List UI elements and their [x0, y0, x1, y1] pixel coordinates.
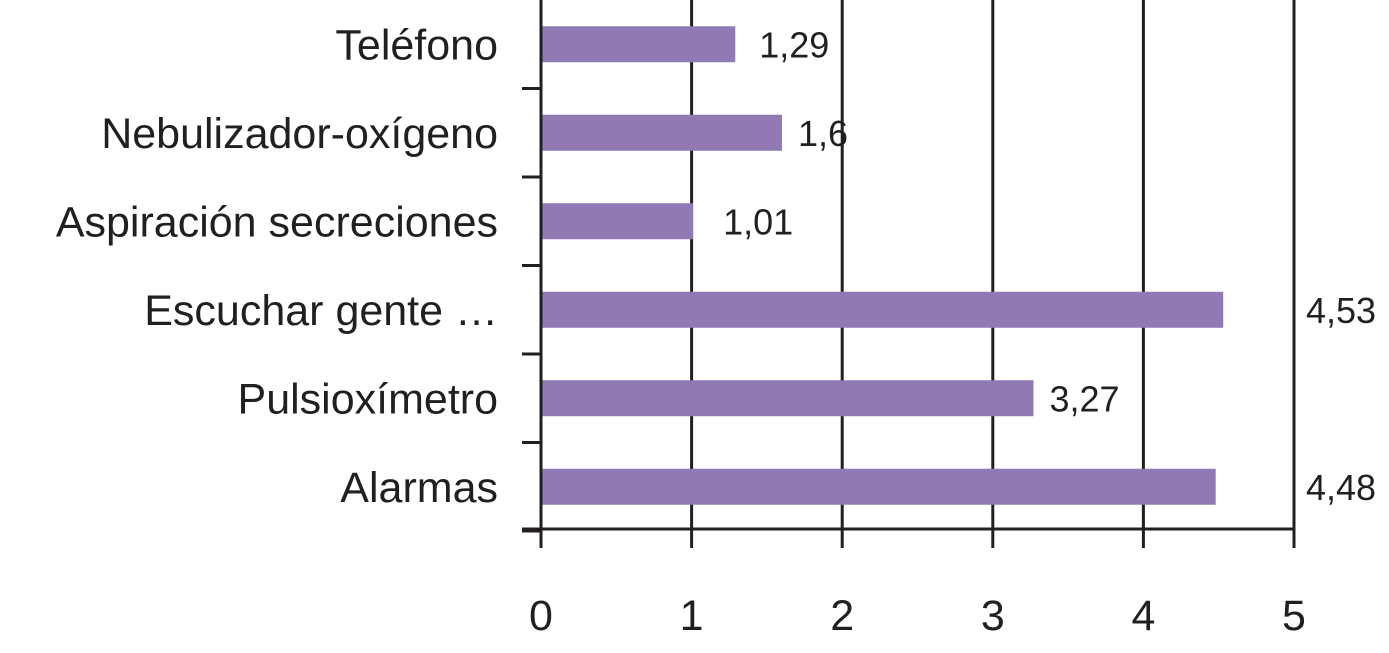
x-tick-label: 5: [1282, 592, 1306, 640]
bar-1: [541, 114, 782, 151]
category-label: Aspiración secreciones: [56, 198, 498, 246]
data-label: 1,29: [759, 24, 829, 65]
x-tick-label: 1: [680, 592, 704, 640]
bar-5: [541, 468, 1216, 505]
data-label: 1,6: [798, 113, 848, 154]
x-tick-label: 2: [830, 592, 854, 640]
labels: Teléfono Nebulizador-oxígeno Aspiración se…: [56, 21, 1376, 640]
category-label: Teléfono: [335, 21, 498, 69]
category-label: Pulsioxímetro: [238, 375, 498, 423]
x-tick-label: 0: [529, 592, 553, 640]
data-label: 1,01: [723, 201, 793, 242]
grid-lines: [690, 0, 1296, 529]
bar-3: [541, 291, 1224, 328]
data-label: 4,48: [1306, 467, 1376, 508]
category-label: Alarmas: [340, 464, 498, 512]
bar-4: [541, 380, 1034, 417]
x-tick-label: 3: [981, 592, 1005, 640]
bars: [541, 26, 1224, 505]
category-label: Nebulizador-oxígeno: [101, 110, 498, 158]
category-label: Escuchar gente …: [144, 287, 498, 335]
data-label: 3,27: [1049, 378, 1119, 419]
bar-2: [541, 203, 694, 240]
bar-0: [541, 26, 736, 63]
data-label: 4,53: [1306, 290, 1376, 331]
x-tick-label: 4: [1131, 592, 1155, 640]
axes: [522, 0, 1296, 548]
